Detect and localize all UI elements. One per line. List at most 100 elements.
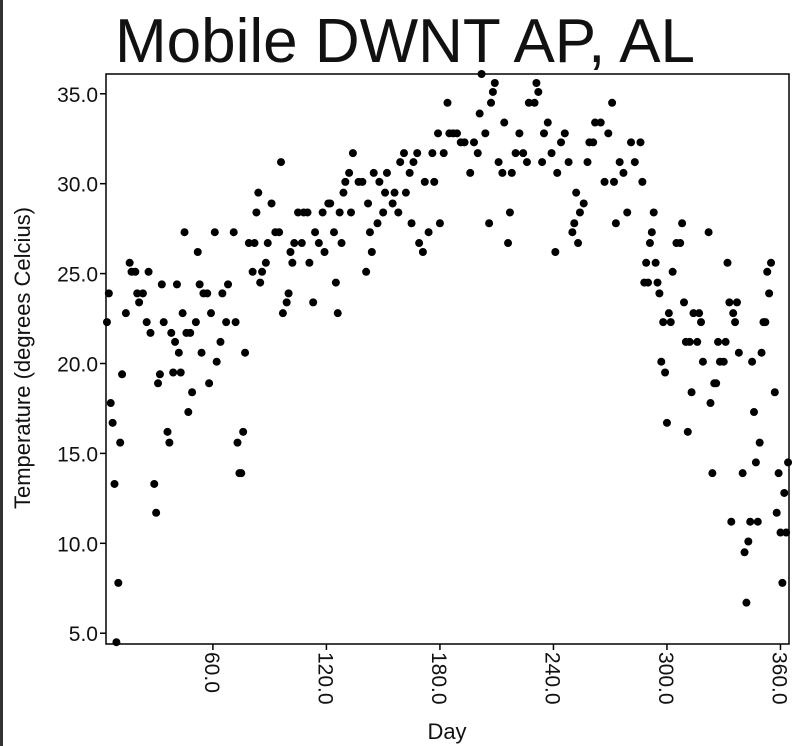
point (706, 399, 715, 408)
x-tick-label: 60.0 (200, 652, 223, 693)
point (714, 337, 723, 346)
point (348, 149, 357, 158)
point (108, 418, 117, 427)
point (608, 98, 617, 107)
point (110, 479, 119, 488)
point (174, 348, 183, 357)
point (290, 239, 299, 248)
point (604, 129, 613, 138)
point (116, 438, 125, 447)
point (560, 129, 569, 138)
point (572, 188, 581, 197)
point (282, 298, 291, 307)
point (155, 370, 164, 379)
point (721, 337, 730, 346)
point (522, 158, 531, 167)
point (591, 118, 600, 127)
point (224, 280, 233, 289)
y-tick-label: 20.0 (57, 353, 98, 376)
point (575, 208, 584, 217)
point (539, 129, 548, 138)
point (165, 438, 174, 447)
point (627, 138, 636, 147)
point (405, 168, 414, 177)
point (488, 87, 497, 96)
point (415, 239, 424, 248)
point (557, 138, 566, 147)
point (297, 239, 306, 248)
point (655, 289, 664, 298)
point (695, 309, 704, 318)
point (583, 158, 592, 167)
point (195, 280, 204, 289)
point (666, 318, 675, 327)
point (121, 309, 130, 318)
point (530, 98, 539, 107)
point (256, 278, 265, 287)
y-tick-label: 5.0 (69, 623, 98, 646)
point (399, 149, 408, 158)
point (305, 258, 314, 267)
point (167, 328, 176, 337)
point (507, 168, 516, 177)
point (159, 318, 168, 327)
point (662, 418, 671, 427)
y-tick-label: 30.0 (57, 174, 98, 197)
point (434, 129, 443, 138)
point (505, 208, 514, 217)
point (776, 528, 785, 537)
point (390, 188, 399, 197)
x-tick-label: 240.0 (540, 652, 563, 705)
point (644, 278, 653, 287)
point (740, 548, 749, 557)
point (767, 258, 776, 267)
point (205, 379, 214, 388)
point (401, 188, 410, 197)
point (244, 239, 253, 248)
plot-frame (105, 73, 790, 645)
point (485, 219, 494, 228)
point (171, 337, 180, 346)
point (473, 149, 482, 158)
point (314, 239, 323, 248)
point (749, 408, 758, 417)
point (708, 469, 717, 478)
point (538, 158, 547, 167)
point (619, 168, 628, 177)
point (180, 228, 189, 237)
point (757, 348, 766, 357)
point (329, 228, 338, 237)
point (418, 248, 427, 257)
point (742, 598, 751, 607)
point (254, 188, 263, 197)
point (515, 129, 524, 138)
point (267, 199, 276, 208)
point (725, 298, 734, 307)
point (780, 488, 789, 497)
point (152, 508, 161, 517)
point (212, 357, 221, 366)
point (664, 309, 673, 318)
point (755, 438, 764, 447)
point (203, 289, 212, 298)
point (685, 337, 694, 346)
point (668, 267, 677, 276)
point (782, 528, 791, 537)
point (738, 469, 747, 478)
point (630, 158, 639, 167)
point (651, 258, 660, 267)
point (303, 208, 312, 217)
point (188, 388, 197, 397)
x-axis-label: Day (427, 719, 466, 744)
point (258, 267, 267, 276)
point (498, 168, 507, 177)
point (396, 158, 405, 167)
point (358, 177, 367, 186)
y-tick-label: 10.0 (57, 533, 98, 556)
point (570, 219, 579, 228)
point (504, 239, 513, 248)
point (118, 370, 127, 379)
point (222, 318, 231, 327)
point (231, 318, 240, 327)
